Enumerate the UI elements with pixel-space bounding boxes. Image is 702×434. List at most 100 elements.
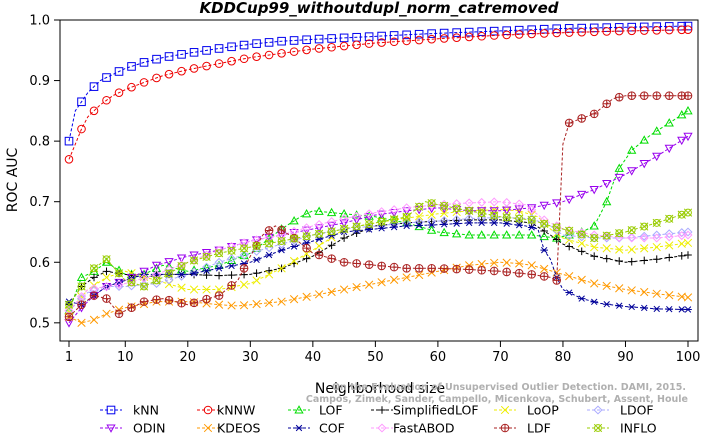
data-point bbox=[302, 35, 311, 45]
data-point bbox=[602, 301, 611, 308]
data-point bbox=[452, 220, 461, 227]
data-point bbox=[665, 214, 674, 223]
data-point bbox=[264, 226, 274, 235]
series-line-odin bbox=[68, 135, 689, 324]
legend-marker bbox=[593, 423, 603, 433]
plot-frame bbox=[59, 19, 699, 342]
legend-marker bbox=[106, 424, 116, 433]
y-tick-label: 0.8 bbox=[29, 135, 50, 150]
x-tick-label: 70 bbox=[492, 350, 509, 365]
data-point bbox=[414, 35, 424, 45]
legend-marker bbox=[295, 424, 303, 432]
data-point bbox=[590, 242, 599, 252]
x-tick-label: 60 bbox=[430, 350, 447, 365]
data-point bbox=[377, 207, 387, 217]
credit-text-line-1: On the Evaluation of Unsupervised Outlie… bbox=[332, 382, 686, 393]
data-point bbox=[139, 58, 149, 67]
data-point bbox=[683, 230, 693, 240]
data-point bbox=[540, 246, 548, 254]
data-point bbox=[327, 227, 336, 236]
data-point bbox=[339, 224, 349, 234]
data-point bbox=[490, 219, 498, 227]
data-point bbox=[615, 245, 624, 254]
data-point bbox=[684, 306, 692, 313]
data-point bbox=[214, 285, 224, 294]
data-point bbox=[202, 61, 211, 71]
data-point bbox=[615, 257, 624, 265]
data-point bbox=[590, 279, 599, 288]
data-point bbox=[577, 239, 586, 248]
data-point bbox=[389, 37, 399, 47]
data-point bbox=[252, 52, 261, 62]
data-point bbox=[489, 31, 499, 40]
data-point bbox=[164, 275, 174, 285]
data-point bbox=[590, 252, 599, 261]
data-point bbox=[477, 197, 487, 207]
data-point bbox=[677, 252, 686, 260]
data-point bbox=[602, 244, 611, 253]
data-point bbox=[552, 235, 561, 244]
data-point bbox=[677, 136, 687, 146]
data-point bbox=[177, 50, 186, 59]
data-point bbox=[89, 82, 99, 91]
data-point bbox=[683, 208, 693, 217]
data-point bbox=[502, 220, 511, 227]
data-point bbox=[151, 263, 162, 272]
data-point bbox=[427, 29, 436, 38]
data-point bbox=[152, 269, 162, 279]
y-tick-label: 0.5 bbox=[29, 316, 50, 331]
data-point bbox=[664, 25, 674, 35]
legend-marker bbox=[500, 405, 510, 415]
data-point bbox=[683, 106, 693, 115]
x-tick-label: 90 bbox=[617, 350, 634, 365]
data-point bbox=[252, 241, 261, 251]
data-point bbox=[589, 230, 599, 240]
data-point bbox=[352, 222, 361, 231]
data-point bbox=[77, 318, 86, 327]
data-point bbox=[614, 163, 624, 172]
data-point bbox=[164, 69, 174, 79]
data-point bbox=[640, 244, 649, 253]
data-point bbox=[389, 31, 399, 40]
data-point bbox=[227, 262, 236, 270]
legend-label: LOF bbox=[319, 403, 343, 418]
legend-label: LDF bbox=[527, 421, 551, 434]
data-point bbox=[289, 47, 299, 56]
x-tick-label: 30 bbox=[242, 350, 259, 365]
legend-label: LoOP bbox=[527, 403, 559, 418]
data-point bbox=[227, 42, 236, 52]
data-point bbox=[477, 230, 487, 239]
x-tick-label: 100 bbox=[676, 350, 701, 365]
data-point bbox=[514, 205, 524, 214]
data-point bbox=[102, 281, 112, 291]
data-point bbox=[577, 295, 586, 302]
data-point bbox=[565, 272, 574, 281]
data-point bbox=[414, 202, 424, 211]
data-point bbox=[77, 282, 86, 291]
data-point bbox=[252, 276, 261, 285]
data-point bbox=[539, 201, 549, 211]
data-point bbox=[327, 287, 336, 297]
data-point bbox=[639, 91, 649, 101]
data-point bbox=[89, 291, 99, 300]
data-point bbox=[527, 29, 536, 39]
data-point bbox=[402, 218, 412, 228]
data-point bbox=[627, 257, 636, 266]
legend-marker bbox=[203, 423, 213, 433]
data-point bbox=[327, 233, 336, 242]
data-point bbox=[627, 233, 637, 243]
data-point bbox=[152, 276, 161, 285]
data-point bbox=[64, 312, 74, 322]
data-point bbox=[577, 230, 586, 239]
data-point bbox=[302, 45, 311, 55]
x-tick-label: 1 bbox=[65, 350, 73, 365]
data-point bbox=[652, 152, 662, 162]
data-point bbox=[639, 233, 649, 243]
data-point bbox=[514, 268, 524, 278]
data-point bbox=[189, 48, 199, 57]
data-point bbox=[401, 207, 412, 216]
legend-item-kdeos: KDEOS bbox=[197, 421, 261, 434]
data-point bbox=[239, 244, 249, 253]
data-point bbox=[464, 198, 474, 208]
data-point bbox=[464, 27, 474, 37]
